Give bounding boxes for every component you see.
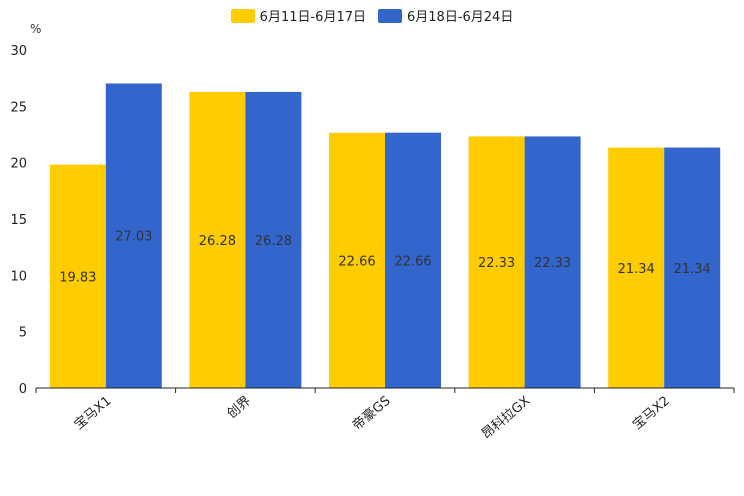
legend-swatch-series-1 [230, 8, 255, 23]
y-tick-label-30: 30 [10, 44, 27, 59]
y-tick-label-25: 25 [10, 100, 27, 115]
bar-3-series-1 [468, 136, 525, 388]
data-label-4-series-1: 21.34 [618, 262, 655, 277]
bar-2-series-2 [385, 132, 441, 388]
legend-item-series-2[interactable]: 6月18日-6月24日 [378, 6, 513, 25]
data-label-4-series-2: 21.34 [674, 262, 711, 277]
y-tick-label-0: 0 [19, 382, 27, 397]
legend: 6月11日-6月17日 6月18日-6月24日 [0, 6, 744, 25]
bar-4-series-2 [664, 147, 721, 388]
data-label-3-series-2: 22.33 [534, 256, 571, 271]
data-label-2-series-1: 22.66 [338, 254, 375, 269]
data-label-0-series-1: 19.83 [59, 270, 96, 285]
y-tick-label-10: 10 [10, 269, 27, 284]
y-tick-label-5: 5 [19, 326, 27, 341]
bar-3-series-2 [524, 136, 581, 388]
data-label-2-series-2: 22.66 [394, 254, 431, 269]
y-axis-unit: % [30, 22, 42, 36]
data-label-1-series-2: 26.28 [255, 234, 292, 249]
legend-label-series-2: 6月18日-6月24日 [407, 10, 514, 25]
legend-swatch-series-2 [378, 8, 402, 23]
bar-0-series-2 [105, 83, 162, 388]
x-tick-label-3: 昂科拉GX [479, 394, 533, 443]
x-tick-label-2: 帝豪GS [349, 393, 393, 434]
x-tick-label-1: 创界 [224, 394, 254, 422]
x-tick-label-4: 宝马X2 [630, 394, 673, 433]
legend-item-series-1[interactable]: 6月11日-6月17日 [230, 6, 366, 25]
data-label-3-series-1: 22.33 [478, 256, 515, 271]
legend-label-series-1: 6月11日-6月17日 [259, 10, 366, 25]
y-tick-label-15: 15 [10, 213, 27, 228]
y-tick-label-20: 20 [10, 157, 27, 172]
bar-1-series-1 [189, 91, 246, 389]
data-label-1-series-1: 26.28 [199, 234, 236, 249]
x-tick-label-0: 宝马X1 [72, 394, 115, 433]
bar-1-series-2 [245, 91, 302, 389]
bar-0-series-1 [49, 164, 106, 388]
bar-2-series-1 [329, 132, 385, 388]
bar-4-series-1 [608, 147, 665, 388]
data-label-0-series-2: 27.03 [115, 230, 152, 245]
